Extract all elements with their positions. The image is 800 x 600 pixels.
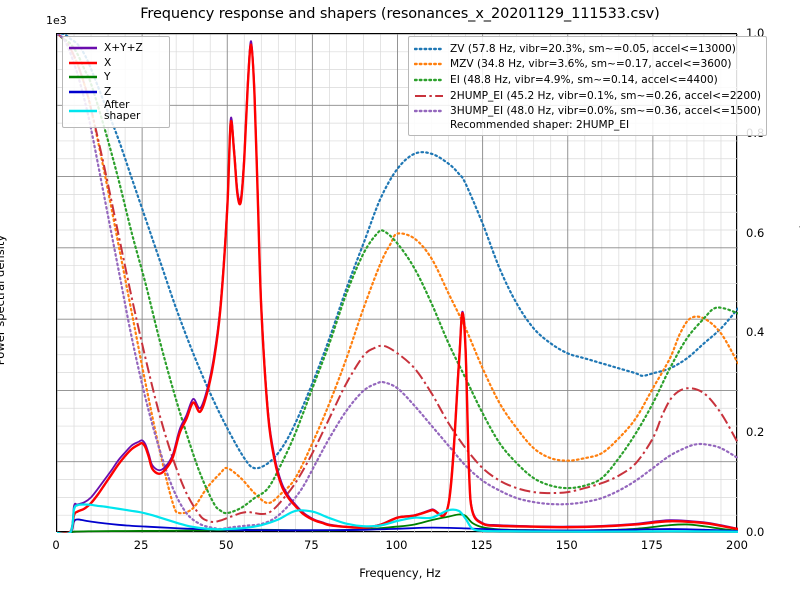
shaper-legend: ZV (57.8 Hz, vibr=20.3%, sm~=0.05, accel… [408,36,767,136]
legend-item[interactable]: 3HUMP_EI (48.0 Hz, vibr=0.0%, sm~=0.36, … [414,103,761,119]
legend-line-icon [68,57,98,69]
legend-label: 3HUMP_EI (48.0 Hz, vibr=0.0%, sm~=0.36, … [450,105,761,118]
series-ei [57,34,738,515]
legend-label: EI (48.8 Hz, vibr=4.9%, sm~=0.14, accel<… [450,73,718,86]
legend-line-icon [414,90,444,102]
legend-line-icon [414,58,444,70]
series-after-shaper [57,503,738,533]
legend-label: Y [104,71,111,84]
legend-line-icon [68,71,98,83]
legend-item[interactable]: EI (48.8 Hz, vibr=4.9%, sm~=0.14, accel<… [414,72,761,88]
x-tick: 175 [640,538,663,552]
legend-item[interactable]: 2HUMP_EI (45.2 Hz, vibr=0.1%, sm~=0.26, … [414,88,761,104]
psd-curves [57,40,738,533]
x-axis-label: Frequency, Hz [359,566,441,580]
legend-item[interactable]: Y [68,70,164,85]
legend-line-icon [68,42,98,54]
series-x [57,43,738,533]
x-tick: 125 [470,538,493,552]
series-mzv [57,34,738,515]
legend-line-icon [414,105,444,117]
series-3hump-ei [57,34,738,531]
legend-line-icon [68,105,98,117]
y-tick-right: 0.2 [746,425,765,440]
x-tick: 0 [52,538,60,552]
x-tick: 100 [385,538,408,552]
legend-line-icon [414,43,444,55]
y-axis-left-label: Power spectral density [0,234,7,366]
shaper-curves [57,34,738,531]
legend-label: 2HUMP_EI (45.2 Hz, vibr=0.1%, sm~=0.26, … [450,89,761,102]
legend-label: Z [104,85,112,98]
legend-item[interactable]: ZV (57.8 Hz, vibr=20.3%, sm~=0.05, accel… [414,41,761,57]
legend-label: X+Y+Z [104,42,143,55]
legend-item[interactable]: After shaper [68,99,164,123]
page-title: Frequency response and shapers (resonanc… [140,6,660,22]
chart-canvas [57,34,738,533]
legend-label: MZV (34.8 Hz, vibr=3.6%, sm~=0.17, accel… [450,58,732,71]
psd-legend: X+Y+Z X Y Z After shaper [62,36,170,128]
legend-label: After shaper [104,98,141,122]
legend-item[interactable]: X [68,56,164,71]
series-zv [57,34,738,470]
y-tick-right: 0.0 [746,525,765,539]
x-tick: 150 [555,538,578,552]
series-y [57,513,738,533]
legend-item[interactable]: X+Y+Z [68,41,164,56]
x-tick: 200 [726,538,748,552]
x-tick: 75 [304,538,319,552]
legend-line-icon [68,86,98,98]
x-tick: 25 [133,538,149,552]
legend-item[interactable]: Z [68,85,164,100]
y-axis-exponent-label: 1e3 [46,14,67,27]
legend-item[interactable]: MZV (34.8 Hz, vibr=3.6%, sm~=0.17, accel… [414,57,761,73]
legend-label: ZV (57.8 Hz, vibr=20.3%, sm~=0.05, accel… [450,42,736,55]
y-tick-right: 0.6 [746,225,765,240]
y-tick-right: 0.4 [746,325,765,340]
recommended-shaper-note: Recommended shaper: 2HUMP_EI [450,118,630,131]
x-tick: 50 [218,538,234,552]
legend-label: X [104,56,112,69]
legend-line-icon [414,74,444,86]
series-2hump-ei [57,34,738,524]
